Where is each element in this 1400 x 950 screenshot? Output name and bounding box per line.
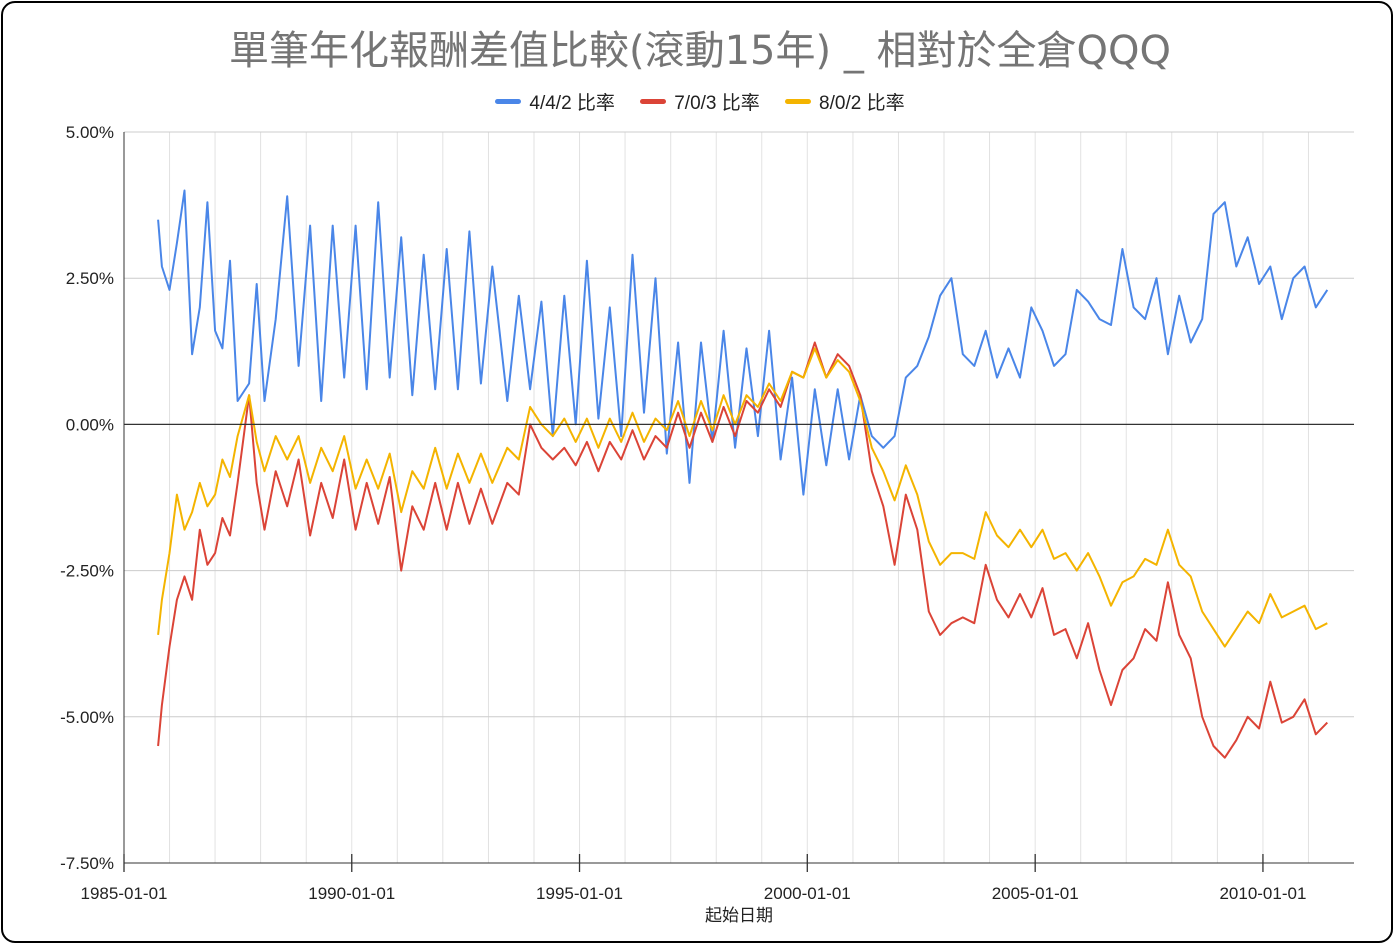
legend-swatch-series-3: [785, 99, 812, 105]
legend-label-series-1: 4/4/2 比率: [529, 93, 615, 114]
legend-swatch-series-1: [495, 99, 522, 105]
y-tick-label: -5.00%: [60, 708, 114, 727]
legend-item-series-2[interactable]: 7/0/3 比率: [640, 88, 760, 115]
legend-label-series-3: 8/0/2 比率: [819, 93, 905, 114]
chart-title: 單筆年化報酬差值比較(滾動15年) _ 相對於全倉QQQ: [229, 28, 1171, 74]
y-axis-ticks: 5.00% 2.50% 0.00% -2.50% -5.00% -7.50%: [60, 123, 114, 873]
horizontal-gridlines: [124, 131, 1354, 718]
y-tick-label: 2.50%: [66, 269, 114, 288]
legend-label-series-2: 7/0/3 比率: [674, 93, 760, 114]
x-axis-ticks: 1985-01-01 1990-01-01 1995-01-01 2000-01-01…: [81, 854, 1306, 903]
y-tick-label: -7.50%: [60, 854, 114, 873]
series-line-3: [157, 347, 1328, 648]
series-lines: [157, 189, 1329, 759]
y-tick-label: -2.50%: [60, 562, 114, 581]
x-tick-label: 1990-01-01: [308, 884, 395, 903]
x-tick-label: 1995-01-01: [536, 884, 623, 903]
series-line-1: [157, 189, 1329, 496]
axes: [123, 132, 1354, 864]
y-tick-label: 5.00%: [66, 123, 114, 142]
vertical-gridlines: [169, 132, 1309, 863]
x-tick-label: 2010-01-01: [1219, 884, 1306, 903]
legend-item-series-3[interactable]: 8/0/2 比率: [785, 88, 905, 115]
x-tick-label: 2000-01-01: [764, 884, 851, 903]
x-tick-label: 2005-01-01: [992, 884, 1079, 903]
chart-legend: 4/4/2 比率 7/0/3 比率 8/0/2 比率: [0, 88, 1400, 115]
x-tick-label: 1985-01-01: [81, 884, 168, 903]
legend-swatch-series-2: [640, 99, 667, 105]
legend-item-series-1[interactable]: 4/4/2 比率: [495, 88, 615, 115]
x-axis-title: 起始日期: [705, 906, 773, 926]
y-tick-label: 0.00%: [66, 415, 114, 434]
